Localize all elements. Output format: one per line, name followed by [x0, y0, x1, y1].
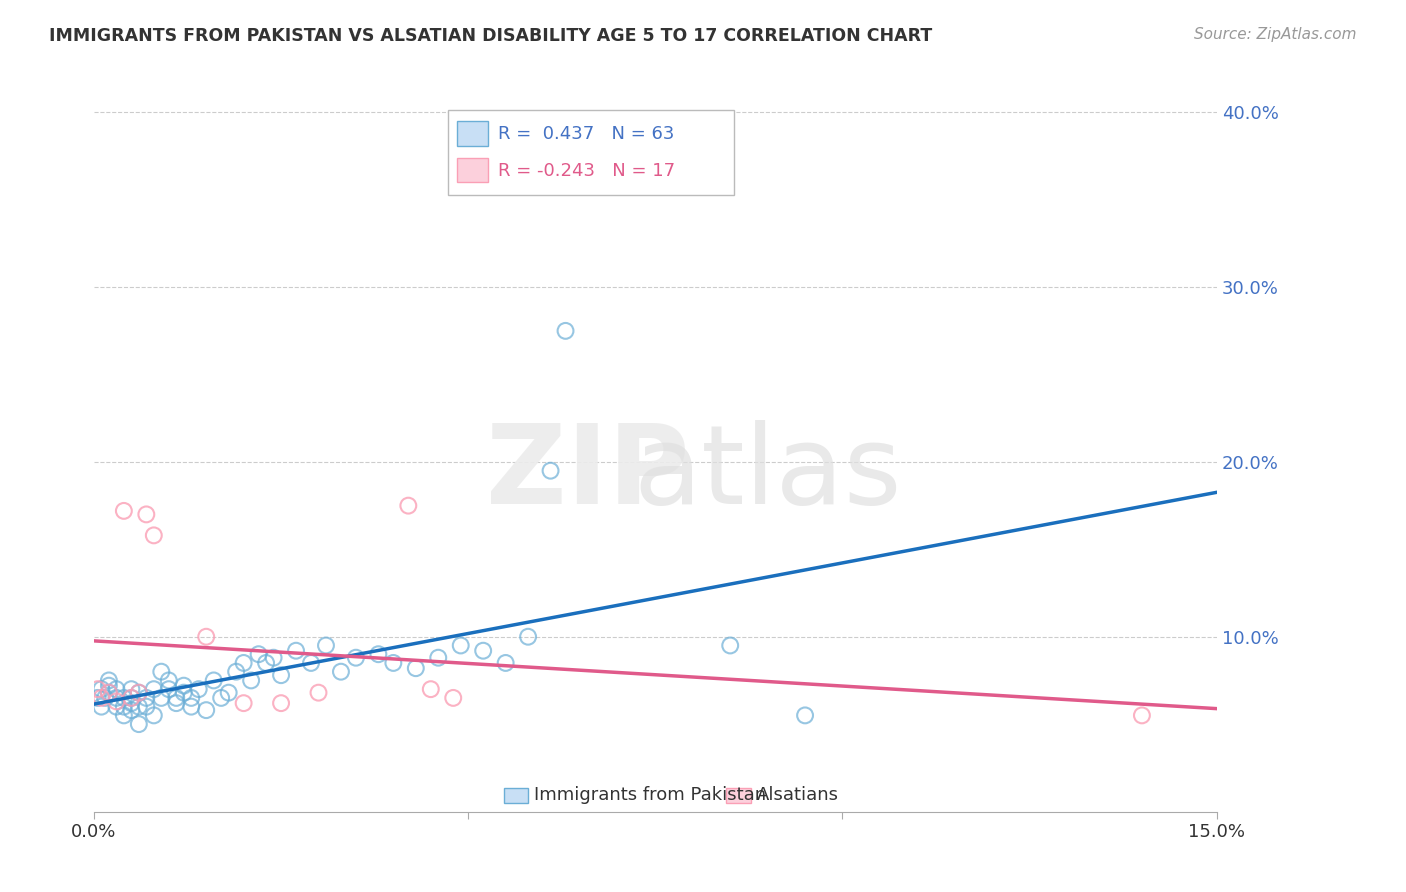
- Point: [218, 686, 240, 700]
- Point: [270, 668, 292, 682]
- Point: [135, 690, 157, 705]
- Point: [180, 699, 202, 714]
- Point: [112, 699, 135, 714]
- Point: [315, 639, 337, 653]
- Point: [517, 630, 540, 644]
- Point: [247, 647, 270, 661]
- Point: [157, 682, 180, 697]
- Point: [427, 650, 450, 665]
- Point: [232, 696, 254, 710]
- Point: [232, 656, 254, 670]
- Point: [240, 673, 263, 688]
- Point: [105, 699, 128, 714]
- Point: [142, 708, 165, 723]
- Point: [128, 717, 150, 731]
- FancyBboxPatch shape: [447, 111, 734, 194]
- Point: [165, 696, 187, 710]
- Bar: [457, 158, 488, 182]
- Point: [90, 699, 112, 714]
- Point: [202, 673, 225, 688]
- Text: ZIP: ZIP: [486, 420, 690, 527]
- Point: [330, 665, 353, 679]
- Point: [112, 708, 135, 723]
- Point: [396, 499, 419, 513]
- Text: R =  0.437   N = 63: R = 0.437 N = 63: [498, 125, 675, 143]
- Point: [173, 679, 195, 693]
- Point: [495, 656, 517, 670]
- Point: [1130, 708, 1153, 723]
- Point: [97, 686, 120, 700]
- Point: [112, 690, 135, 705]
- Point: [97, 679, 120, 693]
- Point: [150, 690, 173, 705]
- Point: [254, 656, 277, 670]
- Point: [441, 690, 464, 705]
- Text: atlas: atlas: [633, 420, 901, 527]
- Point: [308, 686, 330, 700]
- Point: [90, 690, 112, 705]
- Point: [180, 690, 202, 705]
- Point: [173, 686, 195, 700]
- Point: [195, 630, 218, 644]
- Point: [367, 647, 389, 661]
- Text: R = -0.243   N = 17: R = -0.243 N = 17: [498, 161, 675, 179]
- Point: [135, 508, 157, 522]
- Point: [794, 708, 817, 723]
- Bar: [503, 788, 529, 803]
- Point: [86, 682, 108, 697]
- Point: [540, 464, 562, 478]
- Point: [97, 686, 120, 700]
- Point: [285, 644, 308, 658]
- Point: [97, 673, 120, 688]
- Point: [472, 644, 495, 658]
- Point: [105, 682, 128, 697]
- Point: [112, 504, 135, 518]
- Point: [128, 686, 150, 700]
- Point: [142, 528, 165, 542]
- Text: Immigrants from Pakistan: Immigrants from Pakistan: [534, 787, 766, 805]
- Point: [135, 699, 157, 714]
- Point: [157, 673, 180, 688]
- Point: [263, 650, 285, 665]
- Point: [142, 682, 165, 697]
- Point: [120, 703, 142, 717]
- Point: [209, 690, 232, 705]
- Text: IMMIGRANTS FROM PAKISTAN VS ALSATIAN DISABILITY AGE 5 TO 17 CORRELATION CHART: IMMIGRANTS FROM PAKISTAN VS ALSATIAN DIS…: [49, 27, 932, 45]
- Point: [120, 696, 142, 710]
- Point: [86, 690, 108, 705]
- Point: [270, 696, 292, 710]
- Point: [105, 694, 128, 708]
- Point: [195, 703, 218, 717]
- Point: [405, 661, 427, 675]
- Point: [165, 690, 187, 705]
- Point: [128, 686, 150, 700]
- Point: [225, 665, 247, 679]
- Bar: [725, 788, 751, 803]
- Point: [94, 690, 117, 705]
- Point: [105, 690, 128, 705]
- Point: [450, 639, 472, 653]
- Point: [120, 690, 142, 705]
- Point: [344, 650, 367, 665]
- Point: [718, 639, 741, 653]
- Point: [150, 665, 173, 679]
- Bar: [457, 121, 488, 145]
- Text: Source: ZipAtlas.com: Source: ZipAtlas.com: [1194, 27, 1357, 42]
- Point: [187, 682, 209, 697]
- Point: [120, 690, 142, 705]
- Point: [382, 656, 405, 670]
- Point: [554, 324, 576, 338]
- Point: [419, 682, 441, 697]
- Point: [128, 699, 150, 714]
- Point: [120, 682, 142, 697]
- Point: [299, 656, 322, 670]
- Text: Alsatians: Alsatians: [756, 787, 838, 805]
- Point: [90, 682, 112, 697]
